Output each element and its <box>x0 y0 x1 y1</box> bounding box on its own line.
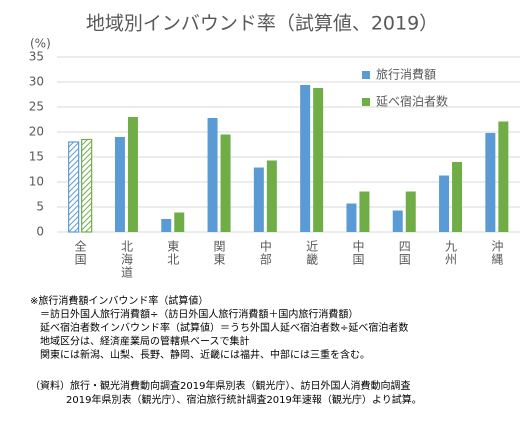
legend-label: 延べ宿泊者数 <box>376 94 448 109</box>
x-tick-label: 中部 <box>258 239 272 266</box>
y-tick-label: 25 <box>29 100 44 114</box>
bar <box>253 167 264 232</box>
bar <box>207 118 218 232</box>
bar <box>81 138 93 233</box>
bar <box>346 203 357 232</box>
source: 2019年県別表（観光庁）、宿泊旅行統計調査2019年速報（観光庁）より試算。 <box>66 393 422 406</box>
bar <box>392 210 403 232</box>
bar <box>359 191 370 232</box>
bar <box>127 117 138 232</box>
source: （資料）旅行・観光消費動向調査2019年県別表（観光庁）、訪日外国人消費動向調査 <box>30 379 410 392</box>
x-tick-label: 中国 <box>351 239 365 266</box>
y-tick-label: 5 <box>36 200 44 214</box>
bar <box>300 85 311 232</box>
y-tick-label: 0 <box>36 225 44 239</box>
bar <box>68 141 80 233</box>
legend-label: 旅行消費額 <box>376 67 436 82</box>
note: ＝訪日外国人旅行消費額÷（訪日外国人旅行消費額＋国内旅行消費額） <box>40 308 358 321</box>
x-tick-label: 全国 <box>73 239 87 266</box>
bar <box>313 88 324 232</box>
y-tick-label: 15 <box>29 150 44 164</box>
y-tick-label: 30 <box>29 75 44 89</box>
note: 地域区分は、経済産業局の管轄県ベースで集計 <box>40 335 250 348</box>
bar <box>485 133 496 232</box>
x-tick-label: 四国 <box>397 240 411 266</box>
y-tick-label: 10 <box>29 175 44 189</box>
x-tick-label: 北海道 <box>119 240 133 279</box>
bar <box>220 134 231 232</box>
y-unit: (%) <box>30 37 51 51</box>
legend-swatch <box>362 98 370 106</box>
bar <box>498 121 509 232</box>
bar <box>439 175 450 232</box>
y-tick-label: 35 <box>29 50 44 64</box>
note: ※旅行消費額インバウンド率（試算値） <box>30 294 208 307</box>
note: 延べ宿泊者数インバウンド率（試算値）＝うち外国人延べ宿泊者数÷延べ宿泊者数 <box>40 321 408 334</box>
chart-title: 地域別インバウンド率（試算値、2019） <box>86 13 438 35</box>
legend-swatch <box>362 71 370 79</box>
y-tick-label: 20 <box>29 125 44 139</box>
bar <box>114 137 125 232</box>
bar <box>161 219 172 232</box>
x-tick-label: 九州 <box>444 240 458 266</box>
x-tick-label: 沖縄 <box>490 240 504 266</box>
note: 関東には新潟、山梨、長野、静岡、近畿には福井、中部には三重を含む。 <box>40 348 370 361</box>
bar <box>452 162 463 232</box>
x-tick-label: 関東 <box>212 240 226 266</box>
bar <box>174 212 185 232</box>
bar <box>405 191 416 232</box>
x-tick-label: 東北 <box>166 240 180 266</box>
x-tick-label: 近畿 <box>305 240 319 266</box>
bar <box>266 160 277 232</box>
